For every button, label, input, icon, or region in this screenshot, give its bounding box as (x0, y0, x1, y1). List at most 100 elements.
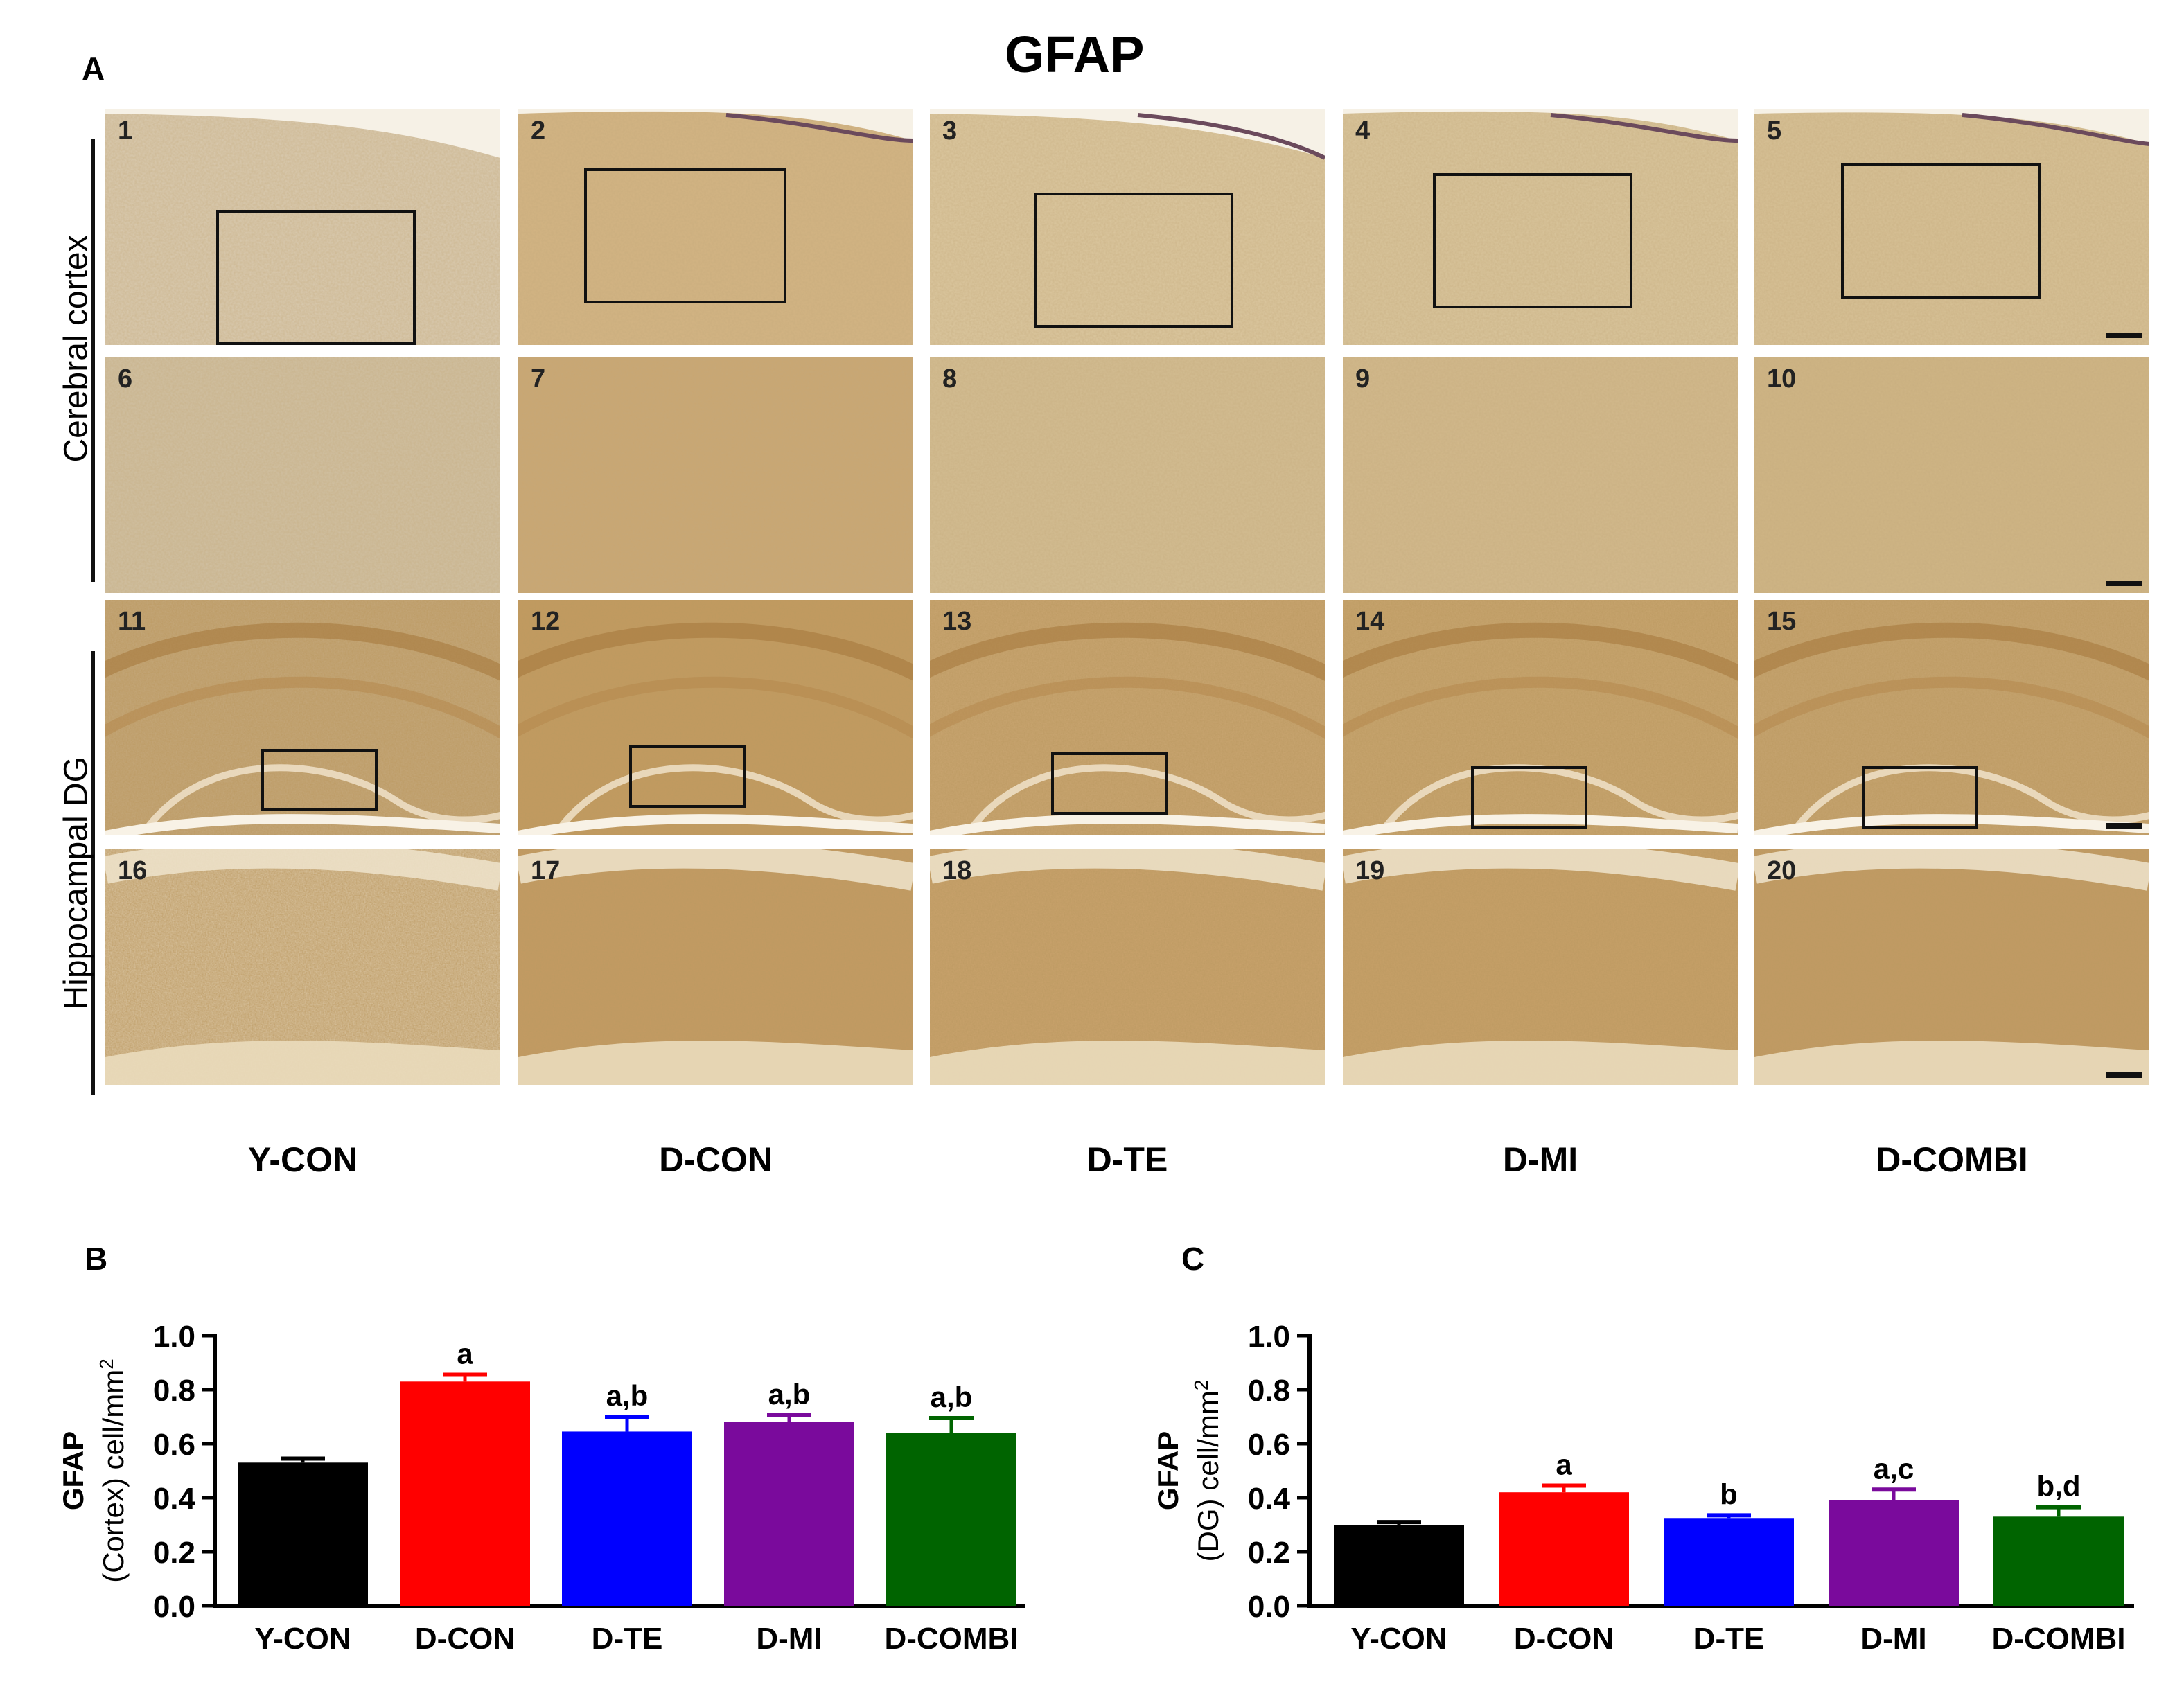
tile-number: 19 (1355, 856, 1385, 885)
y-tick-label: 0.0 (1248, 1590, 1290, 1624)
scale-bar (2106, 333, 2142, 338)
group-label: D-CON (659, 1140, 773, 1179)
micrograph-tile: 5 (1754, 109, 2149, 345)
roi-box (1051, 752, 1168, 815)
x-tick-label: D-CON (415, 1622, 515, 1656)
x-tick-label: D-COMBI (884, 1622, 1018, 1656)
x-tick-label: D-COMBI (1991, 1622, 2125, 1656)
roi-box (1862, 766, 1978, 829)
x-tick-label: D-MI (1860, 1622, 1926, 1656)
group-label: Y-CON (247, 1140, 358, 1179)
micrograph-tile: 3 (930, 109, 1325, 345)
tile-number: 3 (942, 116, 958, 145)
micrograph-tile: 1 (105, 109, 500, 345)
scale-bar (2106, 1072, 2142, 1078)
roi-box (261, 749, 378, 811)
group-label: D-MI (1502, 1140, 1578, 1179)
significance-label: a,c (1874, 1452, 1914, 1485)
tile-number: 4 (1355, 116, 1371, 145)
panel-a-letter: A (82, 51, 105, 87)
micrograph-tile: 7 (518, 357, 913, 593)
y-label-sup: 2 (1190, 1380, 1212, 1391)
y-label-line2: (DG) cell/mm2 (1190, 1380, 1225, 1562)
x-tick-label: D-TE (1693, 1622, 1765, 1656)
bar (400, 1381, 530, 1606)
bar (238, 1462, 368, 1606)
tile-number: 13 (942, 607, 972, 636)
significance-label: b (1720, 1478, 1738, 1510)
y-tick-label: 0.4 (1248, 1482, 1291, 1516)
significance-label: a (1556, 1448, 1572, 1480)
micrograph-tile: 18 (930, 849, 1325, 1085)
y-label-line1: GFAP (57, 1431, 89, 1510)
bar (1664, 1518, 1794, 1606)
significance-label: a,b (768, 1378, 811, 1410)
micrograph-tile: 20 (1754, 849, 2149, 1085)
tile-number: 2 (531, 116, 546, 145)
x-tick-label: Y-CON (1350, 1622, 1447, 1656)
tile-number: 8 (942, 364, 958, 393)
y-axis-label: GFAP (DG) cell/mm2 (1152, 1380, 1224, 1562)
micrograph-tile: 12 (518, 600, 913, 835)
scale-bar (2106, 581, 2142, 586)
chart-dg: 0.0 0.2 0.4 0.6 0.8 1.0 GFAP (DG) cell/mm2 Y-CON… (1152, 1320, 2134, 1656)
micrograph-tile: 6 (105, 357, 500, 593)
x-tick-label: D-CON (1514, 1622, 1614, 1656)
tile-number: 10 (1767, 364, 1797, 393)
y-tick-label: 0.6 (1248, 1428, 1290, 1462)
micrograph-tile: 14 (1343, 600, 1738, 835)
scale-bar (2106, 823, 2142, 829)
roi-box (584, 168, 786, 303)
micrograph-tile: 19 (1343, 849, 1738, 1085)
tile-number: 11 (118, 607, 146, 636)
significance-label: a,b (931, 1381, 973, 1413)
roi-box (216, 210, 416, 345)
micrograph-tile: 10 (1754, 357, 2149, 593)
bar (1829, 1500, 1959, 1606)
tile-number: 17 (531, 856, 561, 885)
tile-number: 16 (118, 856, 148, 885)
micrograph-tile: 16 (105, 849, 500, 1085)
bar (1334, 1525, 1464, 1606)
roi-box (1841, 163, 2041, 299)
tile-number: 18 (942, 856, 972, 885)
y-tick-label: 0.8 (1248, 1374, 1290, 1408)
significance-label: a,b (606, 1379, 649, 1412)
roi-box (1433, 173, 1632, 308)
tile-number: 9 (1355, 364, 1371, 393)
micrograph-tile: 17 (518, 849, 913, 1085)
micrograph-tile: 13 (930, 600, 1325, 835)
y-axis-label: GFAP (Cortex) cell/mm2 (57, 1358, 130, 1583)
y-tick-label: 0.2 (153, 1536, 195, 1570)
x-tick-label: Y-CON (254, 1622, 351, 1656)
significance-label: b,d (2037, 1470, 2081, 1503)
panel-c-letter: C (1181, 1241, 1205, 1277)
tile-number: 15 (1767, 607, 1797, 636)
chart-cortex: 0.0 0.2 0.4 0.6 0.8 1.0 GFAP (Cortex) cell/mm2 Y… (57, 1320, 1025, 1656)
micrograph-tile: 9 (1343, 357, 1738, 593)
group-label: D-TE (1086, 1140, 1168, 1179)
y-tick-label: 0.0 (153, 1590, 195, 1624)
y-tick-label: 0.4 (153, 1482, 196, 1516)
y-tick-label: 1.0 (1248, 1320, 1290, 1354)
tile-number: 14 (1355, 607, 1385, 636)
micrograph-tile: 2 (518, 109, 913, 345)
tile-number: 12 (531, 607, 561, 636)
bar (886, 1433, 1016, 1606)
bar (1499, 1492, 1629, 1606)
micrograph-tile: 15 (1754, 600, 2149, 835)
y-label-line1: GFAP (1152, 1431, 1184, 1510)
tile-number: 7 (531, 364, 546, 393)
y-label-line2: (Cortex) cell/mm2 (96, 1358, 130, 1583)
roi-box (1034, 193, 1233, 328)
x-tick-label: D-MI (756, 1622, 822, 1656)
row-bracket-cortex (91, 139, 95, 582)
micrograph-tile: 11 (105, 600, 500, 835)
y-tick-label: 0.2 (1248, 1536, 1290, 1570)
y-label-sup: 2 (96, 1358, 117, 1370)
micrograph-tile: 8 (930, 357, 1325, 593)
group-label: D-COMBI (1876, 1140, 2028, 1179)
row-label-dg: Hippocampal DG (58, 756, 95, 1010)
row-bracket-dg (91, 651, 95, 1095)
bar (724, 1422, 854, 1606)
